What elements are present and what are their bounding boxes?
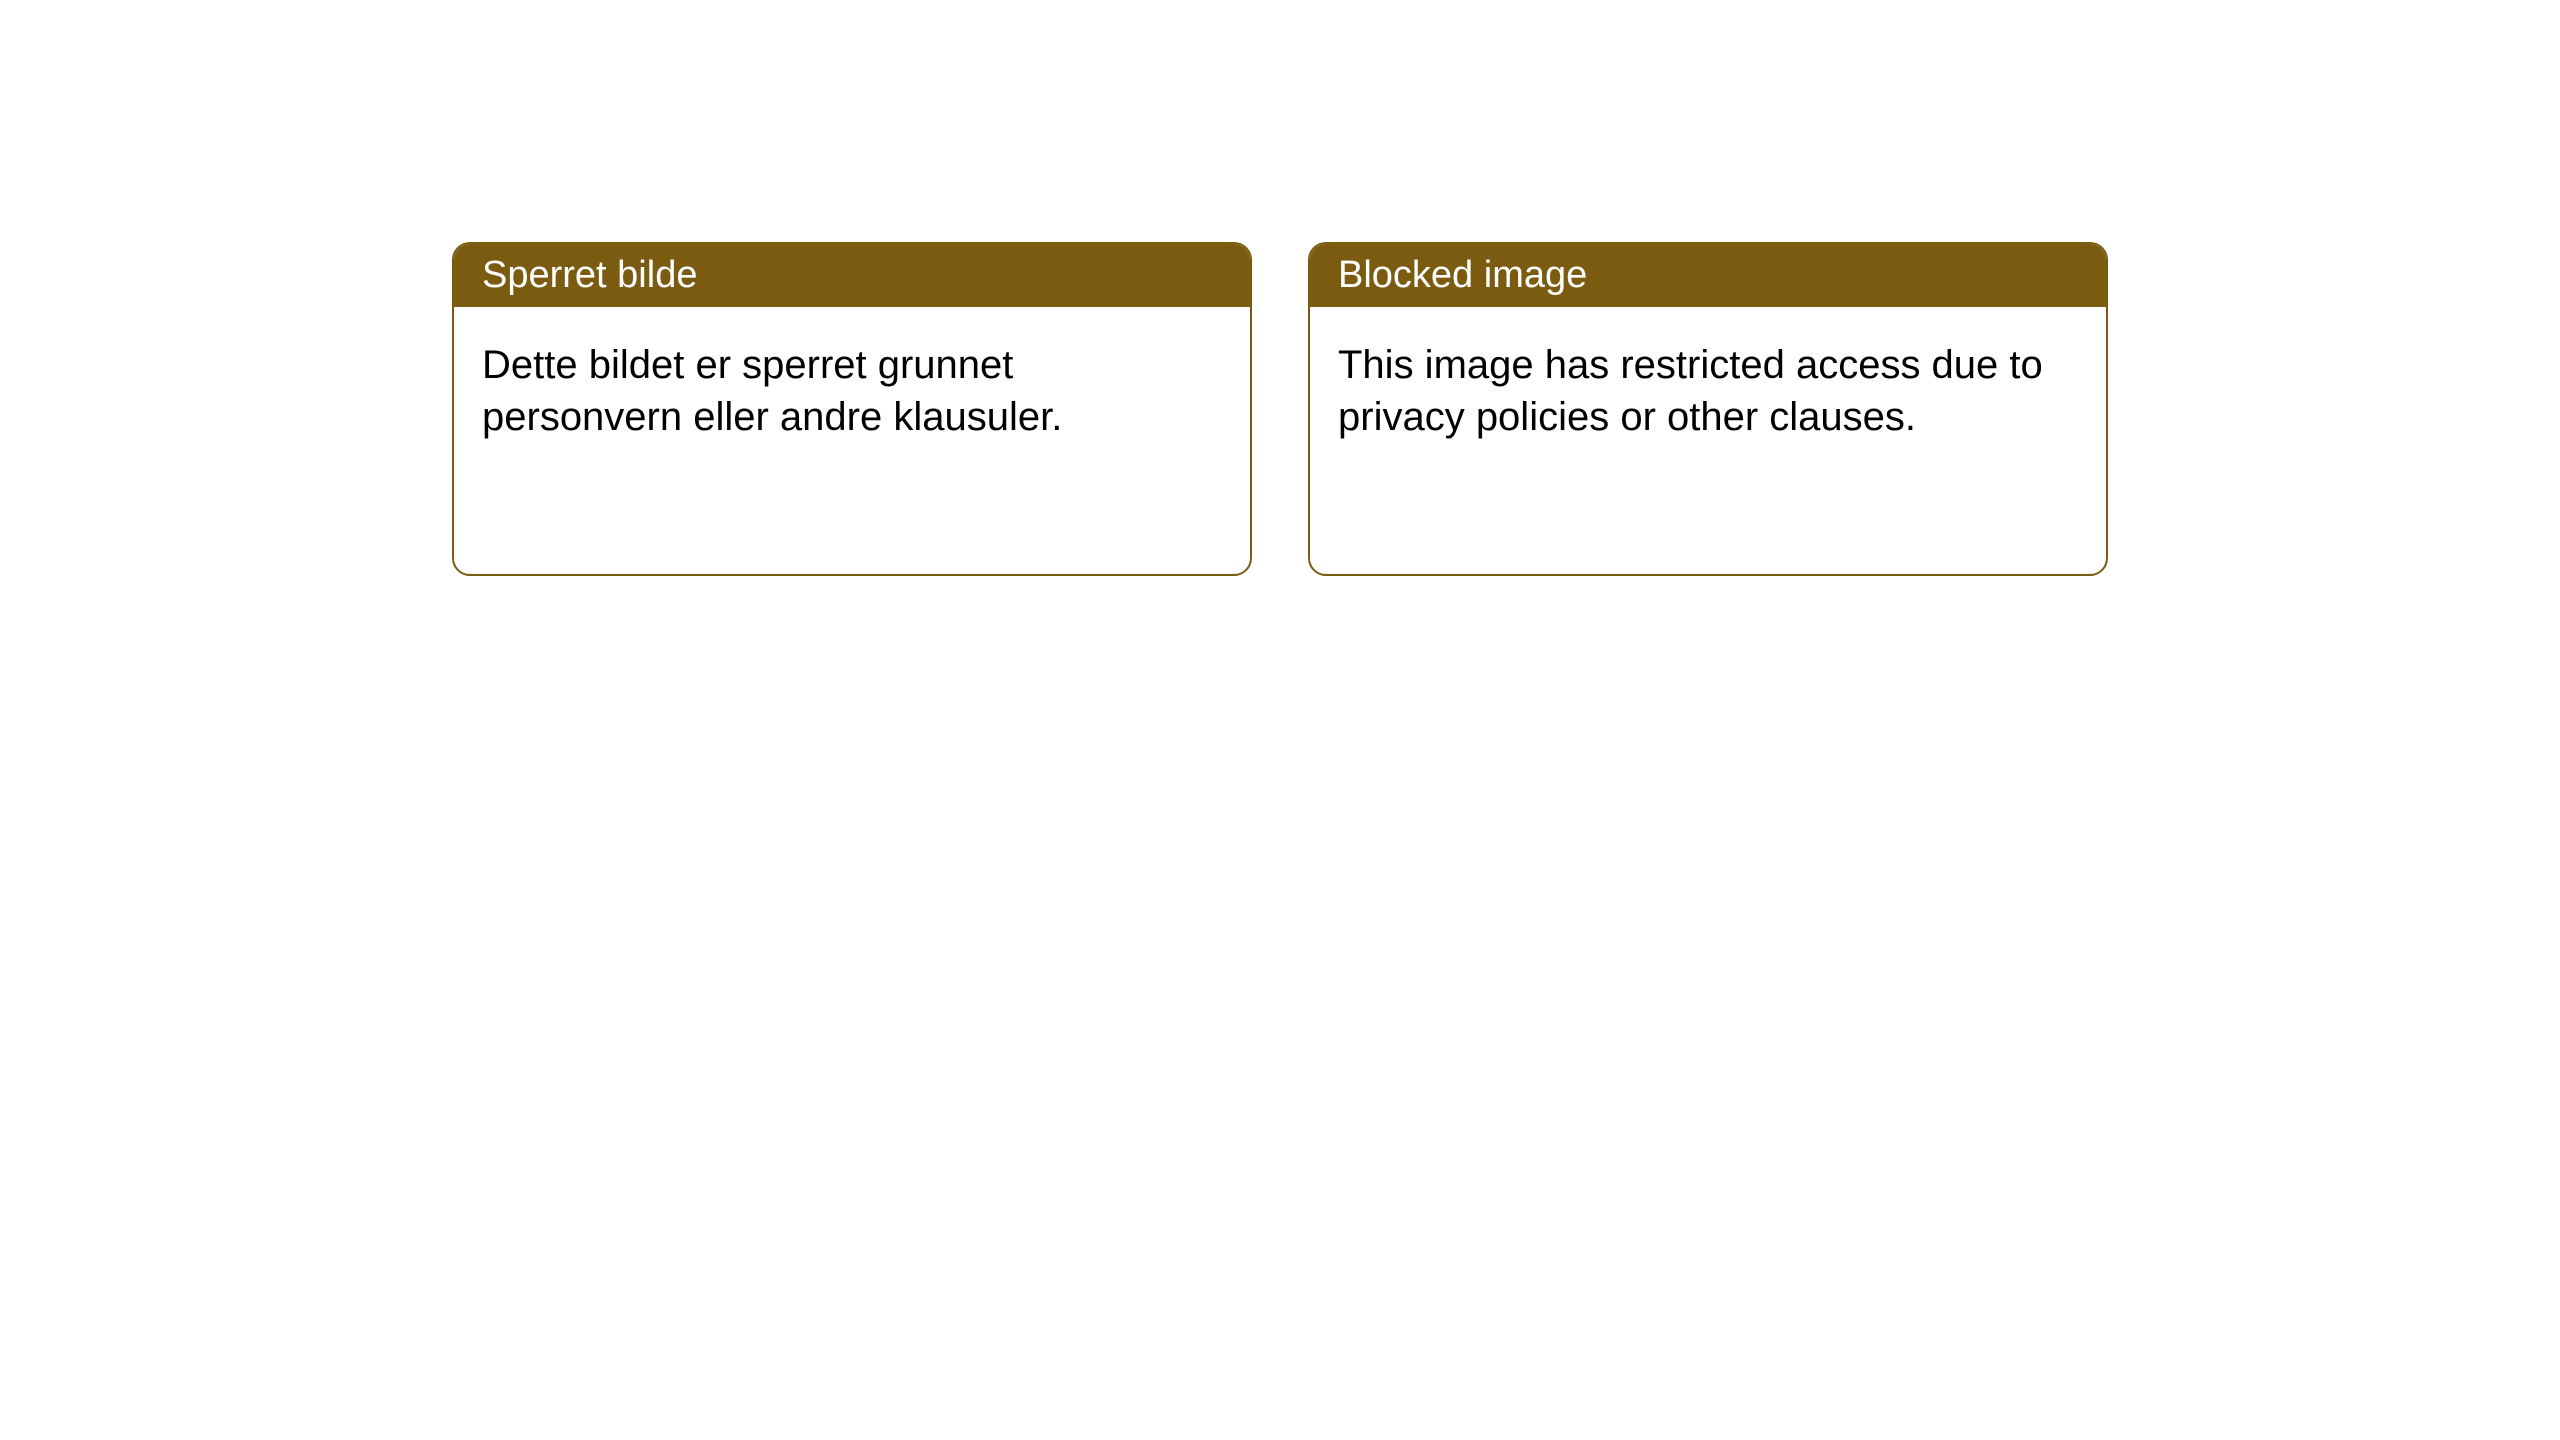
card-title: Blocked image (1310, 244, 2106, 307)
notice-cards-row: Sperret bilde Dette bildet er sperret gr… (452, 242, 2108, 576)
notice-card-english: Blocked image This image has restricted … (1308, 242, 2108, 576)
card-title: Sperret bilde (454, 244, 1250, 307)
card-body-text: This image has restricted access due to … (1310, 307, 2106, 475)
card-body-text: Dette bildet er sperret grunnet personve… (454, 307, 1250, 475)
notice-card-norwegian: Sperret bilde Dette bildet er sperret gr… (452, 242, 1252, 576)
